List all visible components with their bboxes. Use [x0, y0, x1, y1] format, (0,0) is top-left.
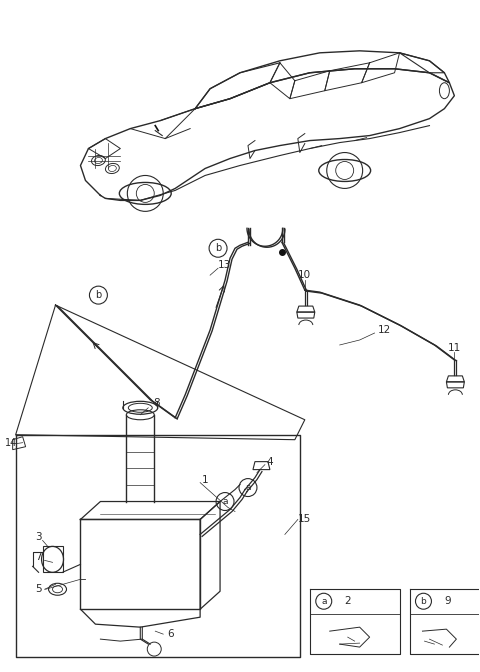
Text: 7: 7	[35, 552, 42, 562]
Text: 13: 13	[217, 260, 231, 270]
Text: 15: 15	[298, 515, 312, 524]
Text: b: b	[215, 243, 221, 253]
Text: a: a	[321, 597, 326, 605]
Text: 2: 2	[344, 596, 351, 606]
Text: 3: 3	[35, 532, 42, 542]
Text: 8: 8	[153, 398, 159, 408]
Text: 10: 10	[298, 270, 312, 280]
Text: a: a	[222, 497, 228, 506]
Text: 4: 4	[266, 457, 273, 466]
Text: a: a	[245, 483, 251, 492]
Text: b: b	[420, 597, 426, 605]
Text: 9: 9	[444, 596, 451, 606]
Text: 1: 1	[202, 474, 208, 485]
Text: 6: 6	[167, 629, 173, 639]
Text: 5: 5	[35, 584, 42, 594]
Text: b: b	[96, 290, 102, 300]
Text: 11: 11	[448, 343, 461, 353]
Text: 12: 12	[378, 325, 391, 335]
Text: 14: 14	[4, 437, 17, 448]
